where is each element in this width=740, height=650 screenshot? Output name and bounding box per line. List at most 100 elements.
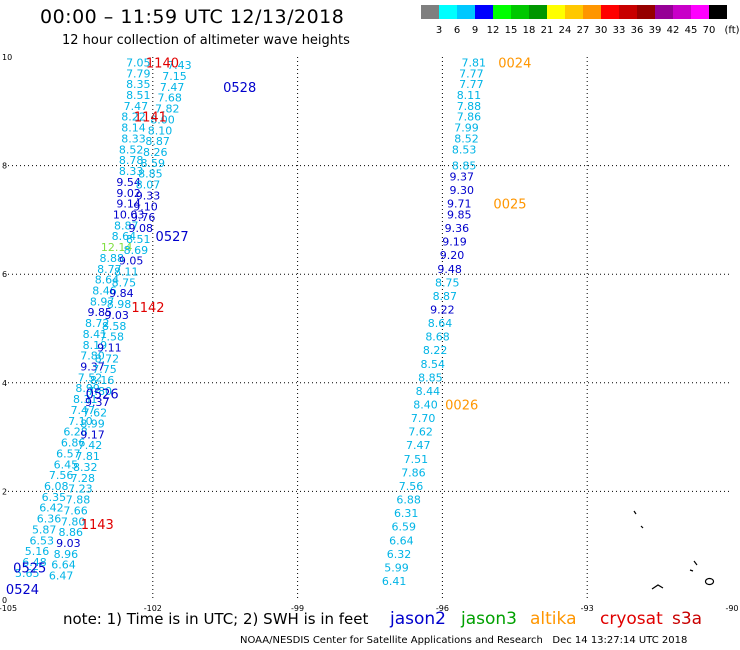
wave-height-value: 9.76 <box>131 211 156 224</box>
wave-height-value: 8.87 <box>114 219 139 232</box>
x-tick-label: -99 <box>291 604 304 613</box>
wave-height-value: 8.99 <box>80 418 105 431</box>
y-tick-label: 2 <box>2 487 7 496</box>
wave-height-value: 8.33 <box>119 165 144 178</box>
pass-time-label: 1141 <box>134 111 167 126</box>
wave-height-value: 8.72 <box>85 317 110 330</box>
wave-height-value: 9.37 <box>449 170 474 183</box>
wave-height-value: 8.26 <box>143 146 168 159</box>
wave-height-value: 9.02 <box>116 187 141 200</box>
wave-height-value: 9.03 <box>56 537 81 550</box>
wave-height-value: 8.87 <box>145 135 170 148</box>
wave-height-value: 7.88 <box>66 494 91 507</box>
x-tick-label: -102 <box>144 604 162 613</box>
coastline-fragments <box>633 510 715 590</box>
wave-height-value: 8.44 <box>416 385 441 398</box>
wave-height-value: 7.47 <box>160 81 185 94</box>
wave-height-value: 8.40 <box>413 399 438 412</box>
wave-height-value: 9.14 <box>116 198 141 211</box>
wave-height-value: 8.19 <box>83 339 108 352</box>
wave-height-value: 7.99 <box>454 122 479 135</box>
wave-height-value: 7.81 <box>75 450 100 463</box>
wave-height-value: 7.77 <box>459 67 484 80</box>
wave-height-value: 8.78 <box>119 154 144 167</box>
wave-height-value: 6.48 <box>22 556 47 569</box>
wave-height-value: 7.77 <box>459 78 484 91</box>
legend-swatch <box>673 5 691 19</box>
y-tick-label: 0 <box>2 596 7 605</box>
wave-height-value: 5.16 <box>25 545 50 558</box>
wave-height-value: 8.54 <box>420 358 445 371</box>
wave-height-value: 9.33 <box>136 189 161 202</box>
wave-height-value: 7.42 <box>78 439 103 452</box>
wave-height-value: 9.37 <box>80 361 105 374</box>
wave-height-value: 8.53 <box>452 143 477 156</box>
pass-time-label: 0527 <box>156 230 189 245</box>
y-tick-label: 6 <box>2 270 7 279</box>
wave-height-value: 9.85 <box>87 306 112 319</box>
y-tick-label: 4 <box>2 379 7 388</box>
wave-height-value: 8.99 <box>75 382 100 395</box>
wave-height-value: 9.85 <box>447 208 472 221</box>
wave-height-value: 6.86 <box>61 437 86 450</box>
wave-height-value: 8.22 <box>423 344 448 357</box>
wave-height-value: 9.84 <box>109 287 134 300</box>
legend-label: 6 <box>453 25 461 36</box>
wave-height-value: 8.85 <box>418 371 443 384</box>
wave-height-value: 8.14 <box>121 122 146 135</box>
wave-height-value: 7.47 <box>406 439 431 452</box>
legend-swatch <box>529 5 547 19</box>
wave-height-value: 8.11 <box>457 89 482 102</box>
coastline-segment <box>633 510 637 515</box>
wave-height-value: 7.66 <box>63 504 88 517</box>
wave-height-value: 8.64 <box>428 317 453 330</box>
wave-height-value: 6.32 <box>387 548 412 561</box>
wave-height-value: 8.51 <box>126 233 151 246</box>
legend-swatch <box>439 5 457 19</box>
wave-height-value: 7.68 <box>157 92 182 105</box>
wave-height-value: 5.87 <box>32 523 57 536</box>
wave-height-value: 9.48 <box>437 263 462 276</box>
x-tick-label: -90 <box>725 604 738 613</box>
legend-label: 30 <box>594 25 608 36</box>
wave-height-value: 7.86 <box>401 466 426 479</box>
legend-unit: (ft) <box>724 25 740 36</box>
wave-height-value: 7.43 <box>167 59 192 72</box>
wave-height-value: 8.75 <box>435 276 460 289</box>
x-tick-label: -105 <box>0 604 17 613</box>
wave-height-value: 7.05 <box>126 56 151 69</box>
wave-height-value: 6.31 <box>394 507 419 520</box>
wave-height-value: 8.00 <box>150 113 175 126</box>
legend-label: 33 <box>612 25 626 36</box>
wave-height-value: 8.64 <box>95 274 120 287</box>
wave-height-value: 7.47 <box>71 404 96 417</box>
coastline-segment <box>693 560 698 566</box>
wave-height-value: 7.70 <box>411 412 436 425</box>
pass-time-label: 1143 <box>81 518 114 533</box>
wave-height-value: 6.41 <box>382 575 407 588</box>
credit-line: NOAA/NESDIS Center for Satellite Applica… <box>240 635 688 646</box>
wave-height-value: 6.53 <box>30 534 55 547</box>
wave-height-value: 7.88 <box>457 100 482 113</box>
coastline-segment <box>689 569 694 572</box>
wave-height-value: 9.30 <box>449 184 474 197</box>
wave-height-value: 6.42 <box>39 502 64 515</box>
legend-label: 42 <box>666 25 680 36</box>
wave-height-value: 7.58 <box>100 331 125 344</box>
wave-height-value: 7.15 <box>162 70 187 83</box>
legend-swatch <box>709 5 727 19</box>
wave-height-value: 8.86 <box>58 526 83 539</box>
legend-label: 15 <box>504 25 518 36</box>
wave-height-value: 7.23 <box>68 483 93 496</box>
legend-label: 45 <box>684 25 698 36</box>
wave-height-value: 7.80 <box>61 515 86 528</box>
wave-height-value: 8.72 <box>95 352 120 365</box>
wave-height-value: 8.52 <box>119 143 144 156</box>
wave-height-value: 6.28 <box>63 426 88 439</box>
wave-height-value: 9.08 <box>128 222 153 235</box>
wave-height-value: 8.98 <box>107 298 132 311</box>
wave-height-value: 8.68 <box>425 331 450 344</box>
pass-time-label: 0525 <box>13 561 46 576</box>
legend-swatch <box>547 5 565 19</box>
